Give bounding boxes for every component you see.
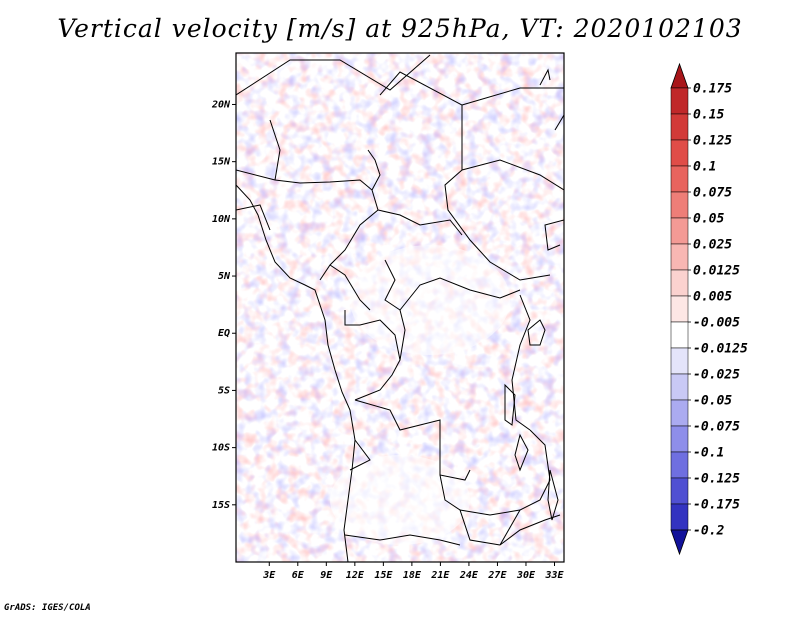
colorbar-label: -0.1 bbox=[693, 446, 724, 461]
colorbar-swatch bbox=[670, 347, 689, 375]
colorbar-label: 0.0125 bbox=[693, 264, 740, 279]
colorbar-label: -0.125 bbox=[693, 472, 740, 487]
x-tick-label: 12E bbox=[346, 570, 365, 581]
colorbar-swatch bbox=[670, 451, 689, 479]
x-tick-label: 27E bbox=[487, 570, 507, 581]
x-tick-label: 15E bbox=[374, 570, 393, 581]
y-tick-label: 5S bbox=[218, 385, 230, 396]
latitude-axis: 20N 15N 10N 5N EQ 5S 10S 15S bbox=[211, 99, 236, 511]
y-tick-label: 10N bbox=[212, 214, 231, 225]
colorbar-label: -0.0125 bbox=[693, 342, 748, 357]
x-tick-label: 30E bbox=[516, 570, 536, 581]
colorbar-label: 0.15 bbox=[693, 108, 724, 123]
colorbar-label: 0.125 bbox=[693, 134, 732, 149]
colorbar-swatch bbox=[670, 139, 689, 167]
colorbar-label: 0.175 bbox=[693, 82, 732, 97]
colorbar-label: -0.075 bbox=[693, 420, 740, 435]
colorbar-swatch bbox=[670, 399, 689, 427]
colorbar-swatch bbox=[670, 243, 689, 271]
colorbar-label: -0.05 bbox=[693, 394, 732, 409]
map-frame bbox=[235, 52, 565, 563]
longitude-axis: 3E 6E 9E 12E 15E 18E 21E 24E 27E 30E 33E bbox=[262, 562, 565, 581]
y-tick-label: 15S bbox=[212, 500, 230, 511]
x-tick-label: 21E bbox=[430, 570, 450, 581]
colorbar-swatch bbox=[670, 217, 689, 245]
colorbar-label: -0.2 bbox=[693, 524, 724, 539]
chart-title: Vertical velocity [m/s] at 925hPa, VT: 2… bbox=[57, 14, 743, 43]
colorbar-label: 0.025 bbox=[693, 238, 732, 253]
colorbar-label: -0.025 bbox=[693, 368, 740, 383]
x-tick-label: 33E bbox=[544, 570, 564, 581]
y-tick-label: EQ bbox=[218, 328, 230, 339]
y-tick-label: 20N bbox=[211, 99, 231, 110]
colorbar-label: 0.075 bbox=[693, 186, 732, 201]
colorbar-swatch bbox=[670, 503, 689, 531]
colorbar-swatch bbox=[670, 269, 689, 297]
colorbar-label: 0.1 bbox=[693, 160, 716, 175]
x-tick-label: 6E bbox=[292, 570, 305, 581]
colorbar-swatch bbox=[670, 321, 689, 349]
velocity-field bbox=[236, 53, 564, 562]
colorbar: 0.175 0.15 0.125 0.1 0.075 0.05 0.025 0.0125 0.0… bbox=[670, 62, 748, 556]
colorbar-top-arrow bbox=[670, 62, 689, 89]
colorbar-label: 0.005 bbox=[693, 290, 732, 305]
colorbar-swatch bbox=[670, 295, 689, 323]
software-credit: GrADS: IGES/COLA bbox=[4, 603, 91, 613]
colorbar-swatch bbox=[670, 165, 689, 193]
colorbar-label: -0.175 bbox=[693, 498, 740, 513]
colorbar-bottom-arrow bbox=[670, 529, 689, 556]
colorbar-swatch bbox=[670, 425, 689, 453]
y-tick-label: 15N bbox=[212, 157, 231, 168]
colorbar-label: -0.005 bbox=[693, 316, 740, 331]
y-tick-label: 10S bbox=[212, 443, 230, 454]
y-tick-label: 5N bbox=[218, 271, 231, 282]
x-tick-label: 3E bbox=[262, 570, 276, 581]
x-tick-label: 9E bbox=[320, 570, 333, 581]
colorbar-swatch bbox=[670, 113, 689, 141]
x-tick-label: 24E bbox=[459, 570, 479, 581]
country-borders bbox=[236, 54, 564, 562]
colorbar-swatch bbox=[670, 477, 689, 505]
colorbar-swatch bbox=[670, 87, 689, 115]
colorbar-label: 0.05 bbox=[693, 212, 724, 227]
colorbar-swatch bbox=[670, 191, 689, 219]
x-tick-label: 18E bbox=[403, 570, 422, 581]
colorbar-swatch bbox=[670, 373, 689, 401]
